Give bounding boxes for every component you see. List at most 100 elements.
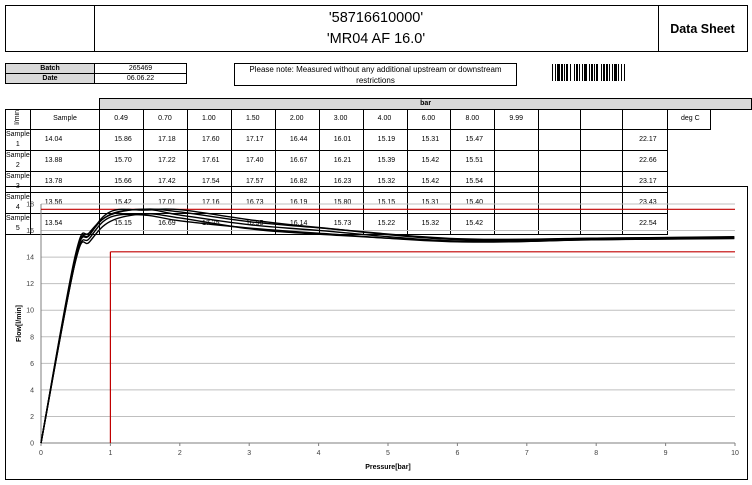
- barcode-bar: [601, 64, 602, 81]
- flow-series-line: [40, 213, 735, 444]
- flow-value-cell: 13.88: [29, 149, 101, 172]
- y-axis-label: Flow[l/min]: [16, 305, 23, 342]
- flow-value-cell: 17.61: [187, 149, 232, 172]
- flow-value-cell: 16.69: [143, 212, 189, 235]
- flow-value-cell: 14.04: [29, 128, 101, 151]
- pressure-header-cell: 9.99: [494, 109, 539, 130]
- barcode-bar: [561, 64, 563, 81]
- x-tick-label: 8: [594, 450, 598, 457]
- barcode-image: [552, 64, 625, 81]
- empty-cell: [580, 128, 624, 151]
- barcode-bar: [612, 64, 613, 81]
- flow-series-line: [40, 208, 735, 444]
- flow-series-line: [40, 208, 735, 444]
- barcode-bar: [618, 64, 619, 81]
- flow-value-cell: 15.42: [406, 149, 452, 172]
- flow-value-cell: 16.01: [318, 128, 364, 151]
- pressure-header-cell: 1.00: [187, 109, 232, 130]
- barcode-bar: [579, 64, 580, 81]
- y-tick-label: 18: [26, 202, 34, 209]
- flow-value-cell: 15.47: [450, 128, 496, 151]
- temperature-cell: 22.66: [622, 149, 668, 172]
- flow-unit-cell: l/min: [5, 109, 31, 130]
- product-name: 'MR04 AF 16.0': [326, 30, 426, 47]
- barcode-bar: [582, 64, 583, 81]
- barcode-bar: [557, 64, 560, 81]
- sample-name: Sample 2: [5, 149, 31, 172]
- barcode-bar: [614, 64, 617, 81]
- pressure-header-cell: 1.50: [230, 109, 276, 130]
- flow-chart-frame: 0 2 4 6 8 10 12 14 16 18 0 1 2 3 4 5 6 7 8 9 10 Pressure[bar]…: [5, 186, 748, 480]
- x-tick-label: 7: [525, 450, 529, 457]
- empty-cell: [580, 149, 624, 172]
- flow-series-line: [40, 213, 735, 444]
- empty-cell: [537, 149, 582, 172]
- barcode-bar: [564, 64, 565, 81]
- temperature-cell: 22.17: [622, 128, 668, 151]
- sample-header: Sample: [29, 109, 101, 130]
- pressure-header-row: l/min Sample 0.49 0.70 1.00 1.50 2.00 3.00 4.0…: [5, 109, 752, 130]
- table-row: Sample 1 14.04 15.86 17.18 17.60 17.17 16.44 16…: [5, 128, 752, 151]
- sample-name: Sample 5: [5, 212, 31, 235]
- barcode-bar: [606, 64, 608, 81]
- y-tick-label: 16: [26, 228, 34, 235]
- pressure-header-cell: 0.70: [143, 109, 189, 130]
- flow-value-cell: 16.67: [274, 149, 320, 172]
- flow-value-cell: 15.31: [406, 128, 452, 151]
- x-axis-label: Pressure[bar]: [365, 464, 411, 471]
- flow-value-cell: 15.86: [99, 128, 145, 151]
- empty-cell: [494, 149, 539, 172]
- y-tick-label: 0: [30, 441, 34, 448]
- flow-value-cell: 17.17: [230, 128, 276, 151]
- empty-header-cell: [537, 109, 582, 130]
- flow-series-line: [40, 208, 735, 444]
- barcode-bar: [589, 64, 590, 81]
- flow-value-cell: 17.60: [187, 128, 232, 151]
- flow-data-table: bar l/min Sample 0.49 0.70 1.00 1.50 2.00 3.0…: [5, 98, 752, 235]
- barcode-bar: [596, 64, 598, 81]
- barcode-bar: [621, 64, 622, 81]
- pressure-header-cell: 2.00: [274, 109, 320, 130]
- flow-value-cell: 15.51: [450, 149, 496, 172]
- flow-value-cell: 17.40: [230, 149, 276, 172]
- x-tick-label: 3: [247, 450, 251, 457]
- x-tick-label: 5: [386, 450, 390, 457]
- pressure-header-cell: 0.49: [99, 109, 145, 130]
- x-tick-label: 4: [317, 450, 321, 457]
- barcode-bar: [594, 64, 595, 81]
- batch-date-table: Batch 265469 Date 06.06.22: [5, 63, 187, 84]
- x-tick-label: 1: [108, 450, 112, 457]
- barcode-bar: [566, 64, 568, 81]
- y-tick-label: 8: [30, 334, 34, 341]
- y-tick-label: 4: [30, 387, 34, 394]
- y-tick-label: 12: [26, 281, 34, 288]
- batch-label: Batch: [5, 63, 95, 74]
- empty-header-cell: [622, 109, 668, 130]
- flow-value-cell: 16.44: [274, 128, 320, 151]
- flow-unit-label: l/min: [13, 110, 21, 125]
- pressure-header-cell: 4.00: [362, 109, 408, 130]
- barcode-bar: [584, 64, 587, 81]
- table-corner: [6, 99, 31, 110]
- flow-value-cell: 17.18: [143, 128, 189, 151]
- empty-header-cell: [580, 109, 624, 130]
- barcode-bar: [603, 64, 605, 81]
- empty-cell: [494, 128, 539, 151]
- x-tick-label: 9: [664, 450, 668, 457]
- barcode-bar: [576, 64, 578, 81]
- barcode-bar: [552, 64, 553, 81]
- barcode-bar: [624, 64, 625, 81]
- pressure-unit-header: bar: [99, 98, 752, 110]
- barcode-bar: [591, 64, 593, 81]
- measurement-note: Please note: Measured without any additi…: [234, 63, 517, 86]
- flow-value-cell: 15.70: [99, 149, 145, 172]
- header-box: '58716610000' 'MR04 AF 16.0' Data Sheet: [5, 5, 748, 52]
- y-tick-label: 6: [30, 361, 34, 368]
- date-value: 06.06.22: [94, 73, 187, 84]
- barcode-bar: [570, 64, 571, 81]
- part-number: '58716610000': [328, 9, 424, 26]
- table-row: Sample 2 13.88 15.70 17.22 17.61 17.40 16.67 16…: [5, 149, 752, 172]
- flow-value-cell: 15.19: [362, 128, 408, 151]
- temp-header: deg C: [666, 109, 711, 130]
